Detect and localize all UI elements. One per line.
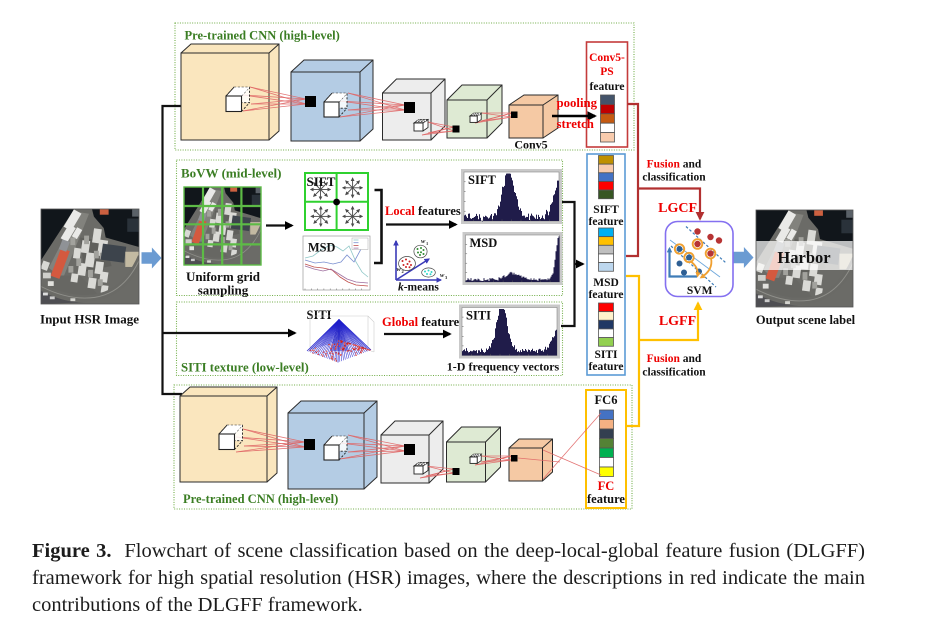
svg-text:feature: feature (589, 216, 624, 228)
svg-text:Pre-trained CNN (high-level): Pre-trained CNN (high-level) (185, 29, 340, 43)
svg-text:2: 2 (402, 269, 405, 274)
svg-text:feature: feature (587, 492, 625, 506)
svg-text:Global feature: Global feature (382, 315, 460, 329)
svg-text:SIFT: SIFT (593, 204, 619, 216)
svg-text:Conv5: Conv5 (514, 138, 547, 152)
svg-text:Harbor: Harbor (777, 248, 830, 267)
svg-text:Uniform grid: Uniform grid (186, 269, 261, 284)
svg-text:3: 3 (445, 275, 448, 280)
svg-text:w: w (440, 272, 445, 279)
svg-text:SIFT: SIFT (307, 174, 336, 189)
svg-text:BoVW (mid-level): BoVW (mid-level) (181, 166, 282, 181)
svg-text:SITI texture (low-level): SITI texture (low-level) (181, 361, 309, 375)
svg-text:classification: classification (642, 367, 706, 379)
svg-text:LGCF: LGCF (658, 201, 697, 216)
svg-text:Fusion and: Fusion and (647, 159, 702, 171)
svg-text:1: 1 (426, 241, 429, 246)
svg-text:stretch: stretch (557, 117, 594, 131)
svg-text:sampling: sampling (198, 283, 249, 298)
svg-text:w: w (421, 238, 426, 245)
svg-text:feature: feature (589, 361, 624, 373)
svg-text:SITI: SITI (594, 349, 618, 361)
svg-text:Input HSR Image: Input HSR Image (40, 312, 139, 327)
svg-text:LGFF: LGFF (659, 314, 696, 329)
svg-text:SVM: SVM (687, 285, 713, 297)
svg-text:Conv5-: Conv5- (589, 52, 625, 64)
svg-text:feature: feature (590, 81, 625, 93)
svg-text:w: w (397, 266, 402, 273)
svg-text:Pre-trained CNN (high-level): Pre-trained CNN (high-level) (183, 492, 338, 506)
svg-text:SIFT: SIFT (468, 173, 496, 187)
svg-text:MSD: MSD (308, 241, 335, 255)
svg-text:FC: FC (598, 479, 615, 493)
svg-text:FC6: FC6 (595, 393, 618, 407)
svg-text:1-D frequency vectors: 1-D frequency vectors (447, 360, 560, 374)
svg-text:SITI: SITI (466, 309, 491, 323)
svg-text:PS: PS (600, 66, 613, 78)
svg-text:Local features: Local features (385, 204, 461, 218)
svg-text:feature: feature (589, 289, 624, 301)
svg-text:classification: classification (642, 172, 706, 184)
svg-text:pooling: pooling (557, 96, 598, 110)
svg-text:Output scene label: Output scene label (756, 313, 856, 327)
svg-text:Fusion and: Fusion and (647, 353, 702, 365)
svg-text:k-means: k-means (398, 282, 439, 294)
svg-text:SITI: SITI (307, 308, 332, 322)
svg-text:MSD: MSD (470, 236, 498, 250)
svg-text:MSD: MSD (593, 277, 619, 289)
